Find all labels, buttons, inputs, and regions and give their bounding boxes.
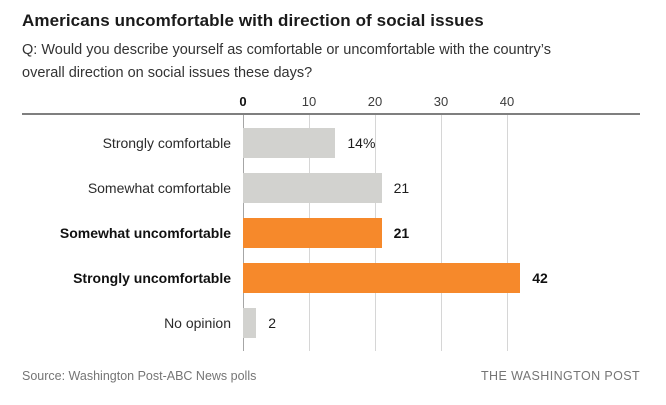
category-label: Strongly comfortable <box>102 135 231 151</box>
value-label: 14% <box>347 135 376 151</box>
bar <box>243 218 382 248</box>
value-label: 2 <box>268 315 276 331</box>
plot-area: Strongly comfortable 14% Somewhat comforta… <box>22 113 640 351</box>
value-label: 21 <box>393 225 410 241</box>
bar <box>243 128 336 158</box>
subtitle-line-2: overall direction on social issues these… <box>22 65 313 81</box>
chart-footer: Source: Washington Post-ABC News polls T… <box>22 369 640 383</box>
axis-tick-label: 0 <box>239 94 247 109</box>
axis-tick-label: 20 <box>367 94 383 109</box>
bar-track: 21 <box>243 218 640 248</box>
bar <box>243 173 382 203</box>
bar-chart: 0 10 20 30 40 Strongly comfortable 14% Somewha… <box>22 94 640 351</box>
axis-tick-label: 10 <box>301 94 317 109</box>
chart-rows: Strongly comfortable 14% Somewhat comforta… <box>22 115 640 351</box>
bar-track: 14% <box>243 128 640 158</box>
brand-credit: THE WASHINGTON POST <box>481 369 640 383</box>
bar <box>243 263 521 293</box>
bar <box>243 308 257 338</box>
subtitle-line-1: Q: Would you describe yourself as comfor… <box>22 42 551 58</box>
chart-row: Strongly uncomfortable 42 <box>22 263 640 293</box>
chart-row: Somewhat uncomfortable 21 <box>22 218 640 248</box>
bar-track: 21 <box>243 173 640 203</box>
chart-row: Somewhat comfortable 21 <box>22 173 640 203</box>
category-label: Strongly uncomfortable <box>73 270 231 286</box>
value-label: 42 <box>532 270 548 286</box>
category-label: No opinion <box>164 315 231 331</box>
axis-tick-label: 30 <box>433 94 449 109</box>
value-label: 21 <box>393 180 410 196</box>
axis-ticks: 0 10 20 30 40 <box>239 94 640 110</box>
bar-track: 42 <box>243 263 640 293</box>
category-label: Somewhat comfortable <box>87 180 231 196</box>
chart-subtitle: Q: Would you describe yourself as comfor… <box>22 39 640 85</box>
chart-row: Strongly comfortable 14% <box>22 128 640 158</box>
chart-row: No opinion 2 <box>22 308 640 338</box>
category-label: Somewhat uncomfortable <box>59 225 231 241</box>
chart-title: Americans uncomfortable with direction o… <box>22 11 484 30</box>
source-note: Source: Washington Post-ABC News polls <box>22 369 257 383</box>
axis-tick-label: 40 <box>499 94 515 109</box>
bar-track: 2 <box>243 308 640 338</box>
